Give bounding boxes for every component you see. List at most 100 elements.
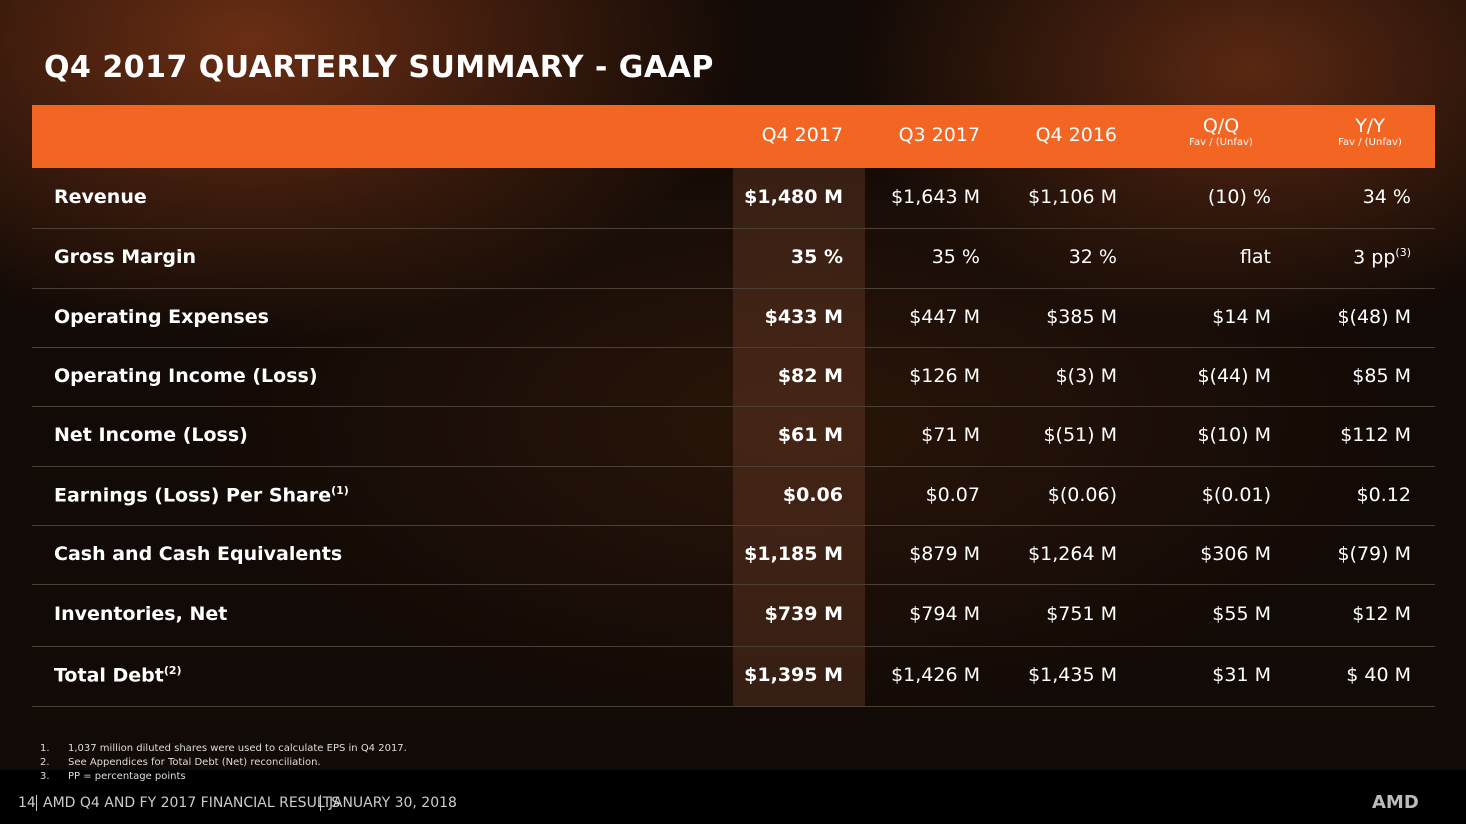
row-divider: [32, 347, 1435, 348]
row-label: Earnings (Loss) Per Share(1): [54, 484, 349, 506]
cell: $55 M: [1212, 603, 1271, 625]
row-label-text: Cash and Cash Equivalents: [54, 542, 343, 565]
row-label-text: Earnings (Loss) Per Share: [54, 483, 332, 506]
cell: $(51) M: [1043, 424, 1117, 446]
cell: $1,185 M: [744, 542, 843, 565]
cell: 32 %: [1068, 246, 1117, 268]
footer-date: JANUARY 30, 2018: [320, 795, 457, 811]
footnote-text: See Appendices for Total Debt (Net) reco…: [68, 757, 321, 768]
cell: $14 M: [1212, 305, 1271, 328]
row-label: Total Debt(2): [54, 664, 182, 686]
cell: $0.06: [782, 483, 843, 506]
column-highlight: [733, 168, 865, 706]
cell: $(10) M: [1197, 424, 1271, 446]
footnote-ref: (3): [1395, 246, 1411, 259]
cell: $(3) M: [1055, 364, 1117, 387]
cell: flat: [1239, 246, 1271, 268]
cell: $1,435 M: [1028, 664, 1117, 686]
cell: $447 M: [909, 305, 980, 328]
cell: 35 %: [790, 246, 843, 268]
row-label: Inventories, Net: [54, 603, 227, 625]
cell: $(79) M: [1337, 542, 1411, 565]
cell: $739 M: [764, 603, 843, 625]
column-sublabel: Fav / (Unfav): [1338, 137, 1402, 148]
footnote-number: 2.: [40, 757, 50, 768]
cell: $0.07: [925, 483, 980, 506]
cell: $1,480 M: [744, 186, 843, 208]
footnote-number: 3.: [40, 771, 50, 782]
column-label: Q4 2016: [1035, 124, 1117, 146]
column-header: Q/Q Fav / (Unfav): [1141, 115, 1301, 148]
cell: $61 M: [777, 424, 843, 446]
cell: $1,395 M: [744, 664, 843, 686]
cell: 35 %: [931, 246, 980, 268]
footer-band: [0, 770, 1466, 824]
cell: $85 M: [1352, 364, 1411, 387]
column-label: Q3 2017: [898, 124, 980, 146]
row-divider: [32, 646, 1435, 647]
cell: $71 M: [921, 424, 980, 446]
footnote-ref: (1): [331, 483, 349, 497]
row-divider: [32, 706, 1435, 707]
footnote-text: PP = percentage points: [68, 771, 186, 782]
column-label: Q4 2017: [761, 124, 843, 146]
cell: $82 M: [777, 364, 843, 387]
cell: $126 M: [909, 364, 980, 387]
column-label: Q/Q: [1202, 115, 1240, 137]
row-label-text: Net Income (Loss): [54, 424, 248, 446]
cell: $0.12: [1356, 483, 1411, 506]
cell: $ 40 M: [1346, 664, 1411, 686]
page-number: 14: [18, 795, 36, 811]
row-label-text: Revenue: [54, 186, 147, 208]
row-divider: [32, 584, 1435, 585]
cell: $306 M: [1200, 542, 1271, 565]
cell-text: 3 pp: [1353, 246, 1396, 269]
cell: 3 pp(3): [1251, 246, 1411, 268]
row-label: Gross Margin: [54, 246, 196, 268]
cell: (10) %: [1207, 186, 1271, 208]
cell: $879 M: [909, 542, 980, 565]
cell: $751 M: [1046, 603, 1117, 625]
table-header: [32, 105, 1435, 168]
row-label-text: Total Debt: [54, 664, 164, 687]
row-label-text: Gross Margin: [54, 246, 196, 268]
row-divider: [32, 288, 1435, 289]
footnote-number: 1.: [40, 743, 50, 754]
cell: 34 %: [1362, 186, 1411, 208]
cell: $1,643 M: [891, 186, 980, 208]
cell: $31 M: [1212, 664, 1271, 686]
row-divider: [32, 466, 1435, 467]
cell: $(0.01): [1201, 483, 1271, 506]
row-label: Operating Income (Loss): [54, 365, 318, 387]
row-divider: [32, 406, 1435, 407]
footnote-ref: (2): [163, 664, 182, 677]
slide-title: Q4 2017 QUARTERLY SUMMARY - GAAP: [44, 50, 714, 85]
footer-title: AMD Q4 AND FY 2017 FINANCIAL RESULTS: [36, 795, 340, 811]
cell: $(0.06): [1047, 483, 1117, 506]
row-divider: [32, 525, 1435, 526]
row-label: Net Income (Loss): [54, 424, 248, 446]
row-label-text: Operating Expenses: [54, 305, 269, 328]
cell: $385 M: [1046, 305, 1117, 328]
footnote-text: 1,037 million diluted shares were used t…: [68, 743, 407, 754]
row-divider: [32, 228, 1435, 229]
cell: $1,106 M: [1028, 186, 1117, 208]
cell: $112 M: [1340, 424, 1411, 446]
row-label: Revenue: [54, 186, 147, 208]
cell: $433 M: [764, 305, 843, 328]
column-sublabel: Fav / (Unfav): [1189, 137, 1253, 148]
cell: $1,426 M: [891, 664, 980, 686]
cell: $1,264 M: [1028, 542, 1117, 565]
logo: AMD: [1372, 792, 1419, 813]
cell: $794 M: [909, 603, 980, 625]
cell: $(48) M: [1337, 305, 1411, 328]
cell: $(44) M: [1197, 364, 1271, 387]
column-label: Y/Y: [1355, 115, 1385, 137]
row-label: Cash and Cash Equivalents: [54, 543, 342, 565]
column-header: Y/Y Fav / (Unfav): [1290, 115, 1450, 148]
row-label: Operating Expenses: [54, 306, 269, 328]
row-label-text: Operating Income (Loss): [54, 364, 318, 387]
row-label-text: Inventories, Net: [54, 603, 228, 625]
cell: $12 M: [1352, 603, 1411, 625]
